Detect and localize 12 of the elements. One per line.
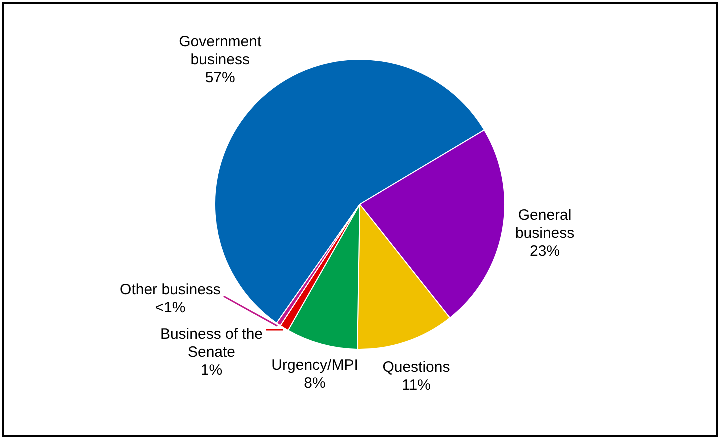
slice-label: Other business [120, 282, 221, 299]
slice-label: Questions [382, 359, 450, 376]
data-label: 8% [304, 374, 326, 392]
slice-label: Urgency/MPI [272, 356, 358, 374]
slice-label: General business [515, 207, 575, 242]
slice-label: Government business [179, 34, 262, 69]
data-label: 57% [205, 70, 236, 87]
data-label: 23% [530, 243, 560, 260]
data-label: 1% [200, 362, 223, 380]
data-label: 11% [402, 377, 431, 394]
slice-label: Business of the Senate [160, 326, 264, 362]
data-label: <1% [155, 300, 186, 317]
